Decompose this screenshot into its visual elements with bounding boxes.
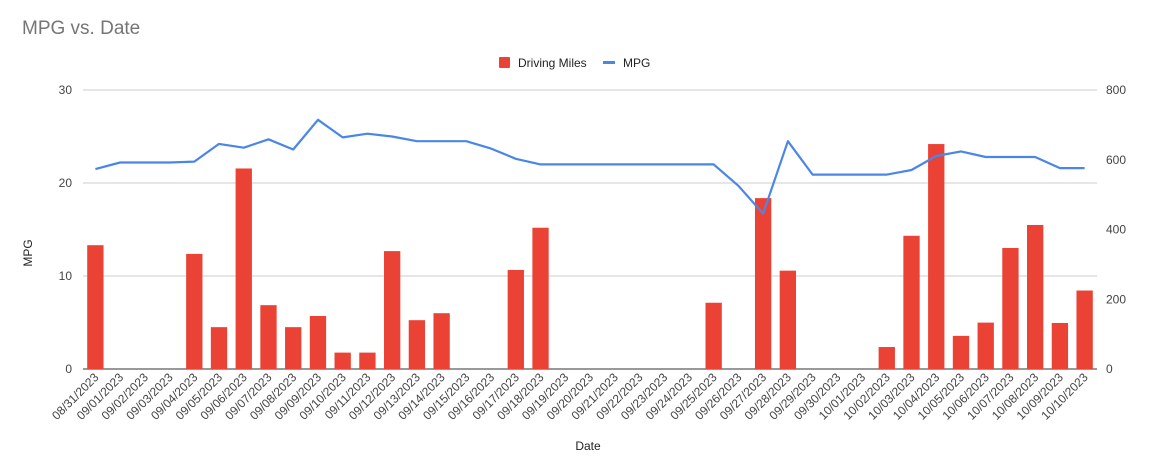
bar-driving-miles — [952, 335, 970, 369]
bar-driving-miles — [977, 322, 994, 369]
y-right-tick-label: 200 — [1106, 292, 1126, 306]
y-right-tick-label: 600 — [1106, 153, 1126, 167]
bar-series-driving-miles — [87, 144, 1093, 369]
right-axis-ticks: 0 200 400 600 800 — [1106, 83, 1126, 376]
bar-driving-miles — [408, 320, 426, 369]
bar-driving-miles — [1051, 322, 1069, 369]
y-left-tick-label: 0 — [65, 362, 72, 376]
bar-driving-miles — [705, 302, 722, 369]
x-axis-label: Date — [575, 439, 601, 453]
y-right-tick-label: 0 — [1106, 362, 1113, 376]
bar-driving-miles — [532, 227, 549, 369]
bar-driving-miles — [285, 327, 302, 369]
bar-driving-miles — [1076, 290, 1093, 369]
legend-label-driving-miles: Driving Miles — [518, 56, 587, 70]
bar-driving-miles — [1027, 224, 1044, 369]
bar-driving-miles — [309, 315, 327, 369]
y-left-tick-label: 10 — [59, 269, 73, 283]
left-axis-ticks: 0 10 20 30 — [59, 83, 73, 376]
bar-driving-miles — [210, 327, 228, 369]
bar-driving-miles — [903, 235, 920, 369]
y-left-tick-label: 30 — [59, 83, 73, 97]
y-left-tick-label: 20 — [59, 176, 73, 190]
bar-driving-miles — [1002, 247, 1019, 369]
y-right-tick-label: 800 — [1106, 83, 1126, 97]
line-series-mpg — [95, 118, 1085, 215]
bar-driving-miles — [87, 245, 104, 369]
bar-driving-miles — [334, 352, 351, 369]
bar-driving-miles — [928, 144, 945, 369]
legend-label-mpg: MPG — [623, 56, 650, 70]
gridlines — [83, 89, 1097, 370]
bar-driving-miles — [433, 313, 450, 369]
bar-driving-miles — [359, 352, 376, 369]
bar-driving-miles — [260, 305, 277, 369]
x-axis-ticks: 08/31/202309/01/202309/02/202309/03/2023… — [49, 370, 1091, 423]
bar-driving-miles — [779, 270, 797, 369]
bar-driving-miles — [235, 168, 252, 369]
bar-driving-miles — [507, 269, 524, 369]
y-axis-label-left: MPG — [21, 239, 35, 266]
bar-driving-miles — [878, 347, 895, 369]
legend: Driving Miles MPG — [499, 56, 650, 70]
legend-swatch-driving-miles — [499, 57, 510, 68]
bar-driving-miles — [754, 198, 772, 369]
bar-driving-miles — [186, 253, 203, 369]
legend-swatch-mpg — [603, 61, 615, 64]
y-right-tick-label: 400 — [1106, 223, 1126, 237]
chart-title: MPG vs. Date — [22, 18, 141, 39]
bar-driving-miles — [383, 251, 401, 369]
